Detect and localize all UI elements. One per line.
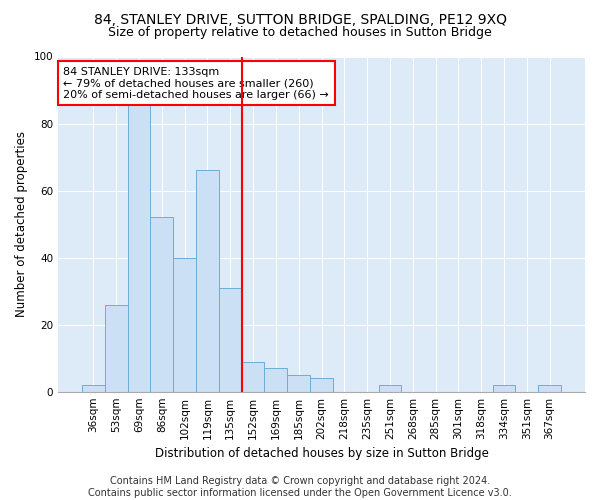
Bar [493,385,515,392]
Bar [379,385,401,392]
Text: 84 STANLEY DRIVE: 133sqm
← 79% of detached houses are smaller (260)
20% of semi-: 84 STANLEY DRIVE: 133sqm ← 79% of detach… [64,66,329,100]
Bar [219,288,242,392]
Bar [310,378,333,392]
Bar [287,375,310,392]
Bar [151,218,173,392]
Bar [538,385,561,392]
Bar [128,86,151,392]
Bar [82,385,105,392]
Bar [196,170,219,392]
Bar [105,304,128,392]
Bar [242,362,265,392]
X-axis label: Distribution of detached houses by size in Sutton Bridge: Distribution of detached houses by size … [155,447,488,460]
Text: Contains HM Land Registry data © Crown copyright and database right 2024.
Contai: Contains HM Land Registry data © Crown c… [88,476,512,498]
Bar [265,368,287,392]
Bar [173,258,196,392]
Text: 84, STANLEY DRIVE, SUTTON BRIDGE, SPALDING, PE12 9XQ: 84, STANLEY DRIVE, SUTTON BRIDGE, SPALDI… [94,12,506,26]
Y-axis label: Number of detached properties: Number of detached properties [15,131,28,317]
Text: Size of property relative to detached houses in Sutton Bridge: Size of property relative to detached ho… [108,26,492,39]
